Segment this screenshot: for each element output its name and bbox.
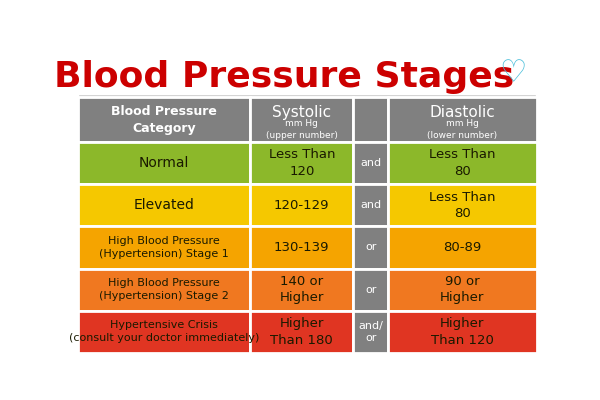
Bar [388,97,537,142]
Bar [78,97,250,142]
Text: 130-139: 130-139 [274,241,329,254]
Text: Hypertensive Crisis
(consult your doctor immediately): Hypertensive Crisis (consult your doctor… [69,320,259,343]
Bar [250,184,353,226]
Text: 140 or
Higher: 140 or Higher [280,275,324,304]
Bar [353,97,388,142]
Bar [250,268,353,311]
Text: High Blood Pressure
(Hypertension) Stage 1: High Blood Pressure (Hypertension) Stage… [99,236,229,259]
Text: Less Than
120: Less Than 120 [269,148,335,178]
Text: Less Than
80: Less Than 80 [429,190,496,220]
Bar [388,268,537,311]
Text: Diastolic: Diastolic [430,106,495,120]
Text: Blood Pressure
Category: Blood Pressure Category [111,105,217,135]
Bar [388,184,537,226]
Bar [250,226,353,268]
Text: Normal: Normal [139,156,190,170]
Bar [388,142,537,184]
Text: mm Hg
(lower number): mm Hg (lower number) [427,120,497,140]
Text: 80-89: 80-89 [443,241,481,254]
Bar [78,268,250,311]
Text: mm Hg
(upper number): mm Hg (upper number) [266,120,338,140]
Bar [388,226,537,268]
Bar [353,184,388,226]
Bar [353,311,388,353]
Text: Less Than
80: Less Than 80 [429,148,496,178]
Text: Higher
Than 180: Higher Than 180 [271,317,333,346]
Bar [78,311,250,353]
Bar [250,311,353,353]
Text: 90 or
Higher: 90 or Higher [440,275,485,304]
Bar [78,184,250,226]
Text: or: or [365,242,376,252]
Text: Higher
Than 120: Higher Than 120 [431,317,494,346]
Text: and: and [360,200,381,210]
Text: 120-129: 120-129 [274,199,329,212]
Bar [353,142,388,184]
Text: or: or [365,285,376,295]
Bar [250,142,353,184]
Text: and: and [360,158,381,168]
Bar [353,226,388,268]
Text: ♡: ♡ [499,60,527,88]
Text: High Blood Pressure
(Hypertension) Stage 2: High Blood Pressure (Hypertension) Stage… [99,278,229,301]
Bar [78,142,250,184]
Bar [388,311,537,353]
Bar [78,226,250,268]
Text: Systolic: Systolic [272,106,331,120]
Text: Elevated: Elevated [134,198,194,212]
Bar [250,97,353,142]
Text: and/
or: and/ or [358,321,383,343]
Bar [353,268,388,311]
Text: Blood Pressure Stages: Blood Pressure Stages [54,60,514,94]
